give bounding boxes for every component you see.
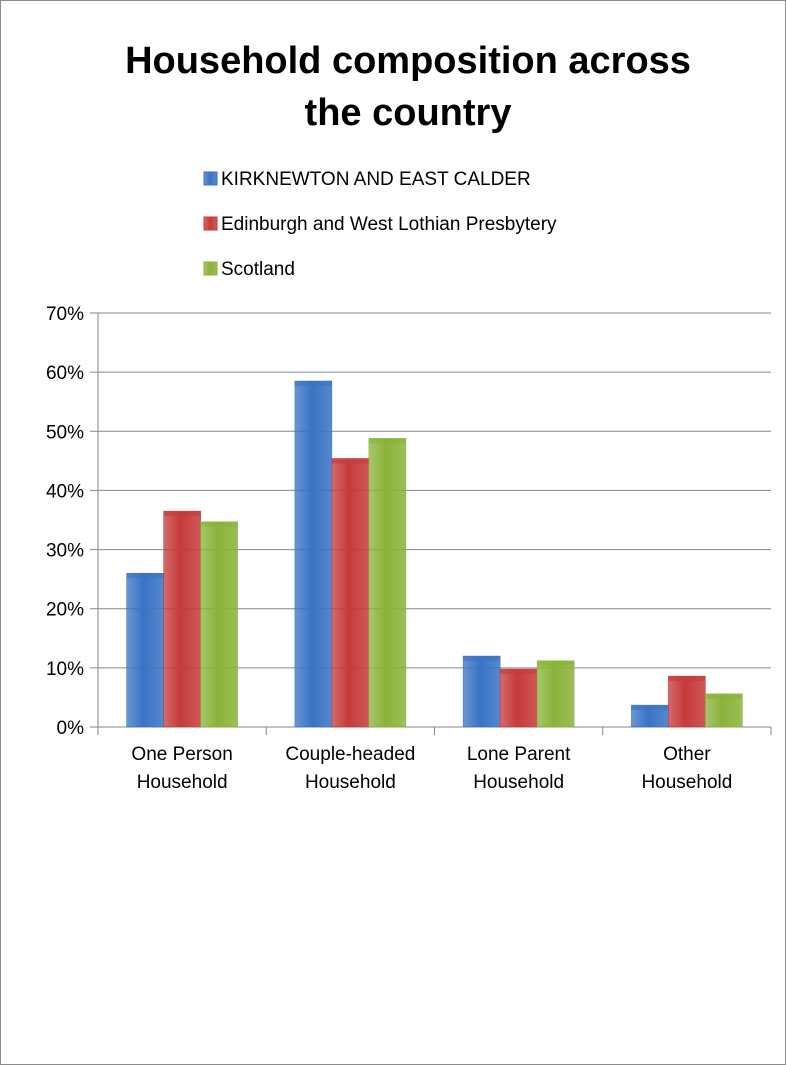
bar-cap [331,458,369,464]
y-tick-label: 60% [46,363,84,384]
bar-cap [294,381,332,387]
y-tick-label: 30% [46,541,84,562]
legend-label: KIRKNEWTON AND EAST CALDER [221,169,531,190]
bar-cap [705,693,743,699]
y-axis-ticks: 0% 10% 20% 30% 40% 50% 60% 70% [46,304,98,739]
legend-label: Scotland [221,259,295,280]
legend-swatch [203,171,218,186]
y-tick-label: 10% [46,659,84,680]
legend-swatch [203,261,218,276]
x-category-label: Household [641,772,732,793]
y-tick-label: 50% [46,422,84,443]
legend-label: Edinburgh and West Lothian Presbytery [221,214,557,235]
bar-cap [163,511,201,517]
x-category-label: Household [137,772,228,793]
bar [462,655,501,728]
bar-cap [537,660,575,666]
bar-cap [631,705,669,711]
bar [705,693,743,728]
bar-cap [668,676,706,682]
bar [536,660,575,728]
chart-title-line-1: Household composition across [125,40,691,82]
bars [126,380,743,728]
chart-title-line-2: the country [305,92,512,134]
bar [294,380,333,728]
x-category-label: Other [663,744,711,765]
bar [668,675,706,728]
bar-cap [368,438,406,444]
y-tick-label: 70% [46,304,84,325]
x-category-label: One Person [131,744,232,765]
x-axis-categories: One Person Household Couple-headed Househol… [97,727,772,793]
bar-cap [463,656,501,662]
y-tick-label: 0% [57,718,85,739]
x-category-label: Lone Parent [467,744,571,765]
y-tick-label: 40% [46,481,84,502]
bar-cap [200,521,238,527]
x-category-label: Household [473,772,564,793]
bar [163,510,201,728]
bar [499,668,538,728]
y-tick-label: 20% [46,600,84,621]
legend-swatch [203,216,218,231]
bar [126,572,164,728]
bar [368,438,407,728]
x-category-label: Household [305,772,396,793]
bar [331,458,370,728]
bar-cap [500,669,538,675]
x-category-label: Couple-headed [285,744,415,765]
bar-cap [126,573,164,579]
bar [200,521,238,728]
legend: KIRKNEWTON AND EAST CALDER Edinburgh and … [203,169,557,280]
